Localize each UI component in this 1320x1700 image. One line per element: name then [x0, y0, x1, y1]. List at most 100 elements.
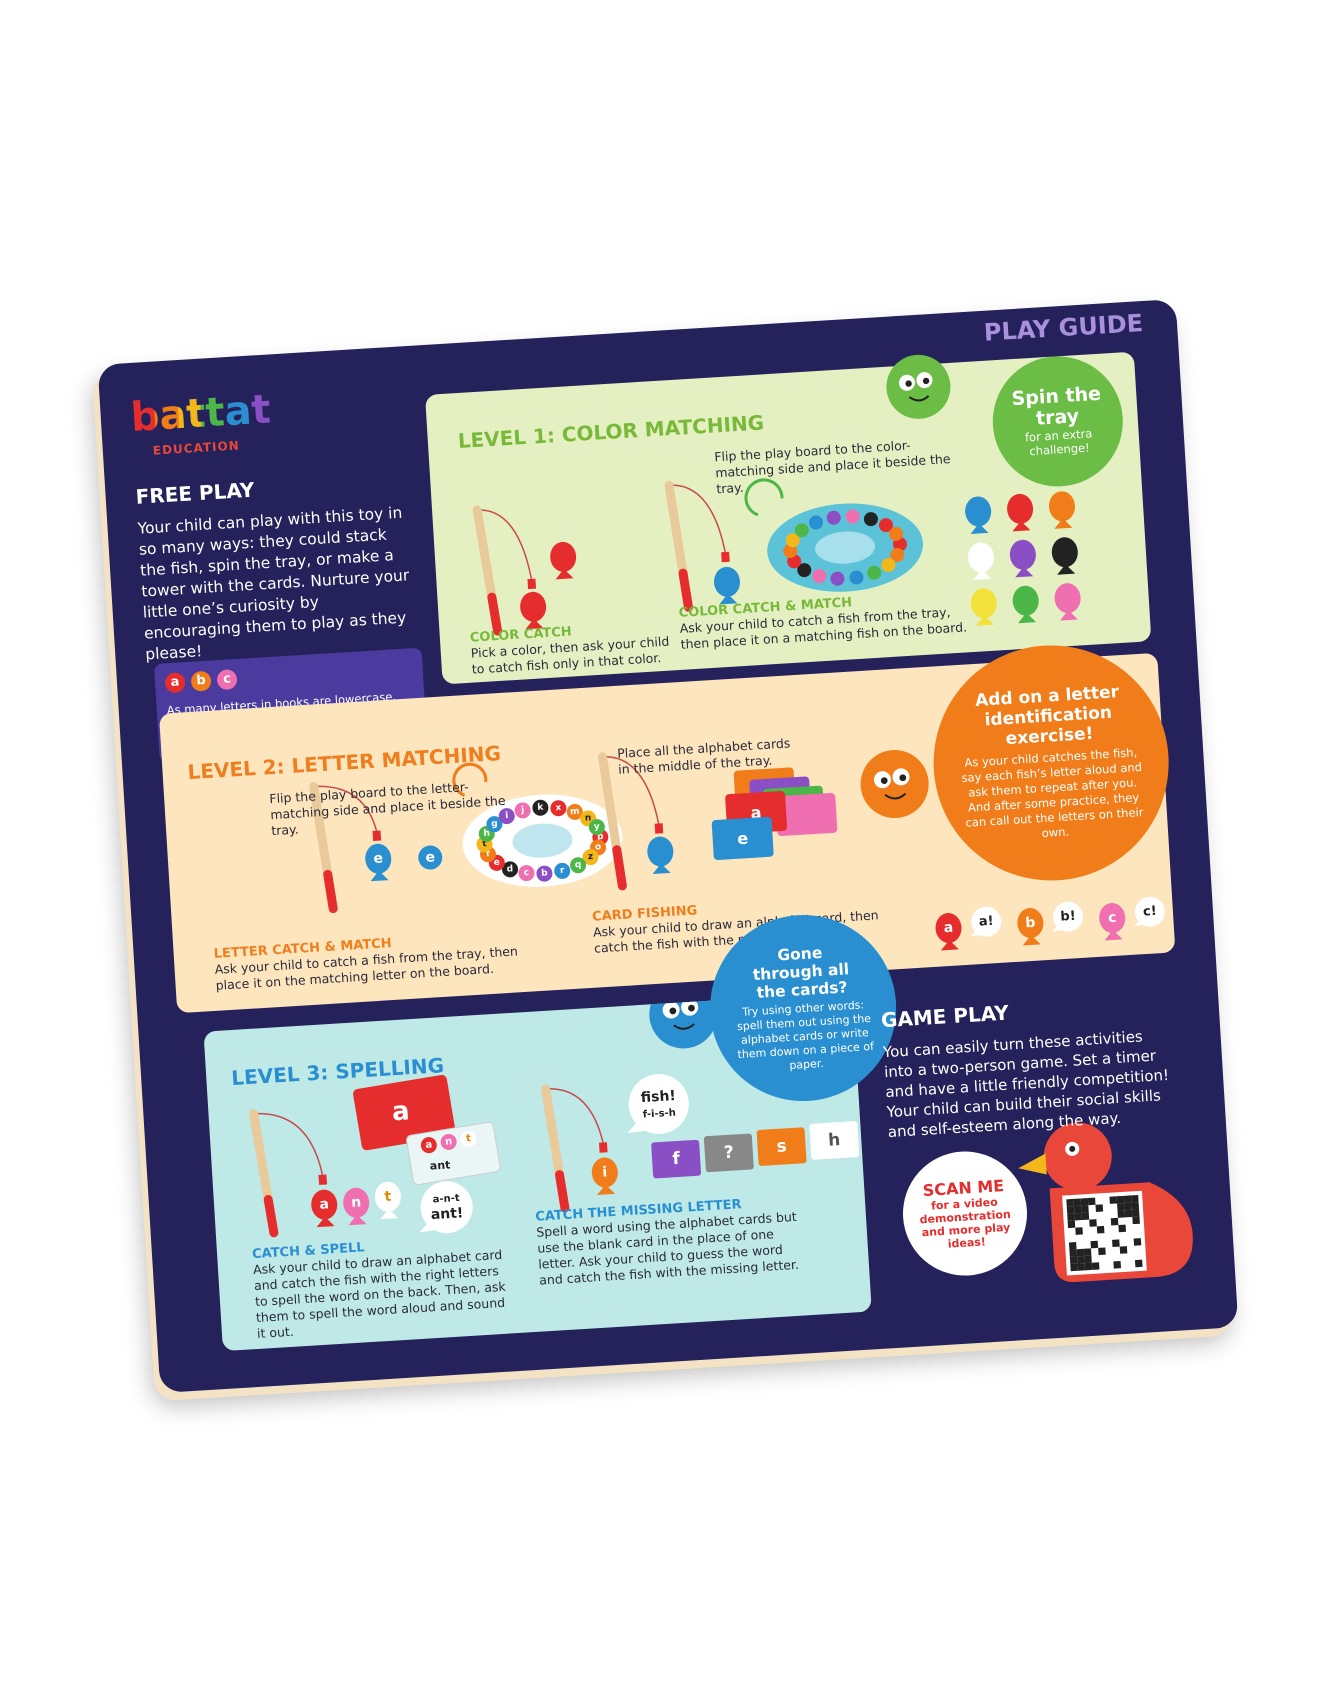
speech-text: fish!	[640, 1088, 676, 1106]
fish	[374, 1181, 401, 1212]
qr-cell	[1131, 1209, 1140, 1217]
token-letter: e	[425, 849, 435, 866]
board-letter: r	[560, 866, 566, 876]
note-letter: b	[190, 670, 212, 692]
board-letter: d	[507, 864, 514, 874]
tray-fish	[809, 515, 824, 530]
qr-cell	[1084, 1262, 1093, 1271]
card-back-letter: t	[466, 1133, 472, 1144]
hook	[654, 823, 664, 834]
qr-cell	[1091, 1262, 1100, 1270]
fish	[970, 523, 989, 534]
fish	[647, 836, 674, 867]
game-play-title: GAME PLAY	[880, 1000, 1010, 1033]
fish-letter: e	[373, 850, 383, 867]
qr-cell	[1067, 1220, 1076, 1229]
qr-cell	[1081, 1205, 1089, 1213]
fish-letter: c	[1108, 910, 1117, 926]
fish	[555, 568, 574, 580]
word-card	[651, 1139, 702, 1179]
pupil	[899, 774, 907, 782]
qr-cell	[1112, 1239, 1120, 1248]
board-fish	[550, 800, 567, 817]
card	[775, 792, 838, 837]
qr-cell	[1077, 1255, 1085, 1264]
qr-cell	[1090, 1240, 1099, 1249]
fish	[1022, 934, 1041, 946]
fish	[311, 1189, 338, 1220]
rod-handle	[612, 845, 627, 891]
fish	[1104, 929, 1123, 941]
qr-cell	[1110, 1217, 1119, 1226]
level2-panel: e e p o z q r b c d e f t h g i j k x m n y a e a a! b b! c c! LEVEL …	[158, 652, 1176, 1014]
board-letter: g	[491, 819, 498, 829]
fish-letter: t	[384, 1189, 392, 1205]
tray-fish	[849, 570, 864, 585]
fish	[348, 1214, 367, 1226]
tray-fish	[785, 533, 800, 548]
speech-tail	[1134, 919, 1147, 927]
fish-letter: a	[943, 920, 953, 937]
word-card	[703, 1133, 754, 1173]
scan-bubble: SCAN ME for a video demonstration and mor…	[899, 1147, 1031, 1280]
rod-string	[602, 756, 660, 824]
qr-cell	[1066, 1198, 1074, 1207]
level3-panel: a n t a a n t ant a-n-t ant! i fish! f-i-s-h f? s h LEV…	[203, 992, 872, 1352]
activity: CATCH & SPELL Ask your child to draw an a…	[252, 1231, 517, 1342]
qr-cell	[1067, 1213, 1075, 1221]
fish	[1012, 520, 1031, 532]
activity-text: Ask your child to draw an alphabet card …	[252, 1246, 507, 1341]
qr-cell	[1132, 1216, 1140, 1225]
tray-fish	[881, 557, 896, 572]
board-letter: n	[585, 813, 592, 823]
card	[353, 1074, 456, 1151]
qr-cell	[1117, 1203, 1125, 1211]
brand: battat	[129, 386, 272, 441]
fish	[591, 1157, 618, 1188]
duck-eye	[1065, 1141, 1080, 1156]
card-back-fish	[460, 1130, 477, 1147]
qr-cell	[1087, 1197, 1096, 1206]
fish	[1054, 583, 1081, 614]
qr-cell	[1077, 1263, 1086, 1271]
scan-text: for a video demonstration and more play …	[919, 1195, 1012, 1251]
qr-cell	[1119, 1246, 1128, 1254]
tray-fish	[830, 571, 845, 586]
pupil	[880, 777, 888, 784]
hook	[527, 578, 537, 590]
bubble-title: Spin the tray	[1010, 382, 1102, 430]
pupil	[688, 1004, 695, 1012]
qr-cell	[1075, 1227, 1083, 1235]
tray-fish	[797, 563, 812, 578]
tray-fish	[863, 512, 878, 527]
fish	[1009, 539, 1036, 570]
tray-center	[815, 531, 876, 564]
hook	[598, 1142, 608, 1153]
rod-handle	[678, 568, 693, 612]
fish	[965, 496, 992, 527]
qr-cell	[1098, 1247, 1106, 1256]
card-letter: e	[737, 829, 749, 849]
fish	[380, 1208, 399, 1220]
example-say: a!	[978, 914, 994, 930]
board-fish	[588, 819, 605, 836]
board-letter: j	[520, 805, 525, 815]
fish	[525, 618, 544, 630]
bubble-text: As your child catches the fish, say each…	[961, 744, 1144, 840]
free-play-title: FREE PLAY	[134, 477, 256, 509]
tray-fish	[889, 526, 904, 541]
board-letter: q	[575, 860, 582, 870]
qr-cell	[1084, 1255, 1092, 1264]
pupil	[669, 1007, 677, 1015]
tray-fish	[794, 523, 809, 538]
mouth	[673, 1023, 695, 1030]
qr-code	[1062, 1190, 1147, 1276]
card-back-letter: n	[445, 1136, 453, 1147]
duck-body	[1049, 1182, 1193, 1282]
hook	[372, 830, 382, 841]
tray-fish	[845, 509, 860, 524]
board-letter: c	[523, 868, 529, 878]
